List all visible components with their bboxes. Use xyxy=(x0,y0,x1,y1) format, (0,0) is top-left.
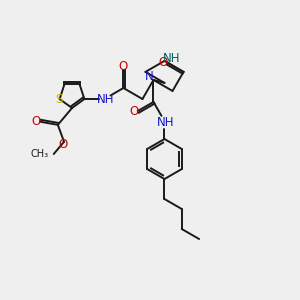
Text: O: O xyxy=(129,106,139,118)
Text: CH₃: CH₃ xyxy=(31,149,49,159)
Text: NH: NH xyxy=(163,52,180,65)
Text: O: O xyxy=(158,56,168,69)
Text: NH: NH xyxy=(157,116,174,128)
Text: O: O xyxy=(32,115,41,128)
Text: S: S xyxy=(55,92,62,106)
Text: O: O xyxy=(58,138,68,151)
Text: O: O xyxy=(119,59,128,73)
Text: N: N xyxy=(145,70,154,83)
Text: NH: NH xyxy=(97,92,114,106)
